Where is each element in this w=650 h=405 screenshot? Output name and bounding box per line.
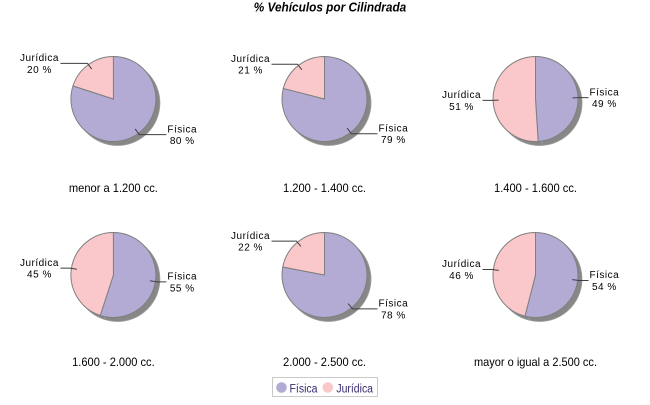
svg-text:1.200 - 1.400 cc.: 1.200 - 1.400 cc. xyxy=(283,181,366,195)
svg-text:Física: Física xyxy=(379,299,409,310)
svg-text:46 %: 46 % xyxy=(449,271,474,282)
svg-text:Jurídica: Jurídica xyxy=(442,90,481,101)
svg-text:Física: Física xyxy=(379,123,409,134)
svg-text:79 %: 79 % xyxy=(381,135,406,146)
svg-text:Jurídica: Jurídica xyxy=(20,258,59,269)
svg-text:Jurídica: Jurídica xyxy=(20,53,59,64)
svg-text:Física: Física xyxy=(167,272,197,283)
svg-text:menor a 1.200 cc.: menor a 1.200 cc. xyxy=(69,181,158,195)
svg-text:80 %: 80 % xyxy=(170,136,195,147)
svg-text:Jurídica: Jurídica xyxy=(231,231,270,242)
svg-text:54 %: 54 % xyxy=(592,282,617,293)
svg-text:55 %: 55 % xyxy=(170,283,195,294)
svg-text:78 %: 78 % xyxy=(381,310,406,321)
svg-text:% Vehículos por Cilindrada: % Vehículos por Cilindrada xyxy=(254,0,407,15)
svg-text:Jurídica: Jurídica xyxy=(442,259,481,270)
svg-text:Física: Física xyxy=(290,384,319,396)
svg-text:Jurídica: Jurídica xyxy=(231,54,270,65)
svg-text:mayor o igual a 2.500 cc.: mayor o igual a 2.500 cc. xyxy=(474,355,597,369)
svg-text:1.400 - 1.600 cc.: 1.400 - 1.600 cc. xyxy=(494,181,577,195)
svg-text:22 %: 22 % xyxy=(238,243,263,254)
svg-text:21 %: 21 % xyxy=(238,66,263,77)
svg-text:45 %: 45 % xyxy=(27,270,52,281)
svg-text:Jurídica: Jurídica xyxy=(336,384,373,396)
svg-text:Física: Física xyxy=(590,270,620,281)
svg-text:Física: Física xyxy=(590,87,620,98)
svg-text:51 %: 51 % xyxy=(449,102,474,113)
svg-text:2.000 - 2.500 cc.: 2.000 - 2.500 cc. xyxy=(283,355,366,369)
svg-text:1.600 - 2.000 cc.: 1.600 - 2.000 cc. xyxy=(72,355,155,369)
svg-text:20 %: 20 % xyxy=(27,65,52,76)
svg-text:Física: Física xyxy=(167,124,197,135)
svg-text:49 %: 49 % xyxy=(592,99,617,110)
